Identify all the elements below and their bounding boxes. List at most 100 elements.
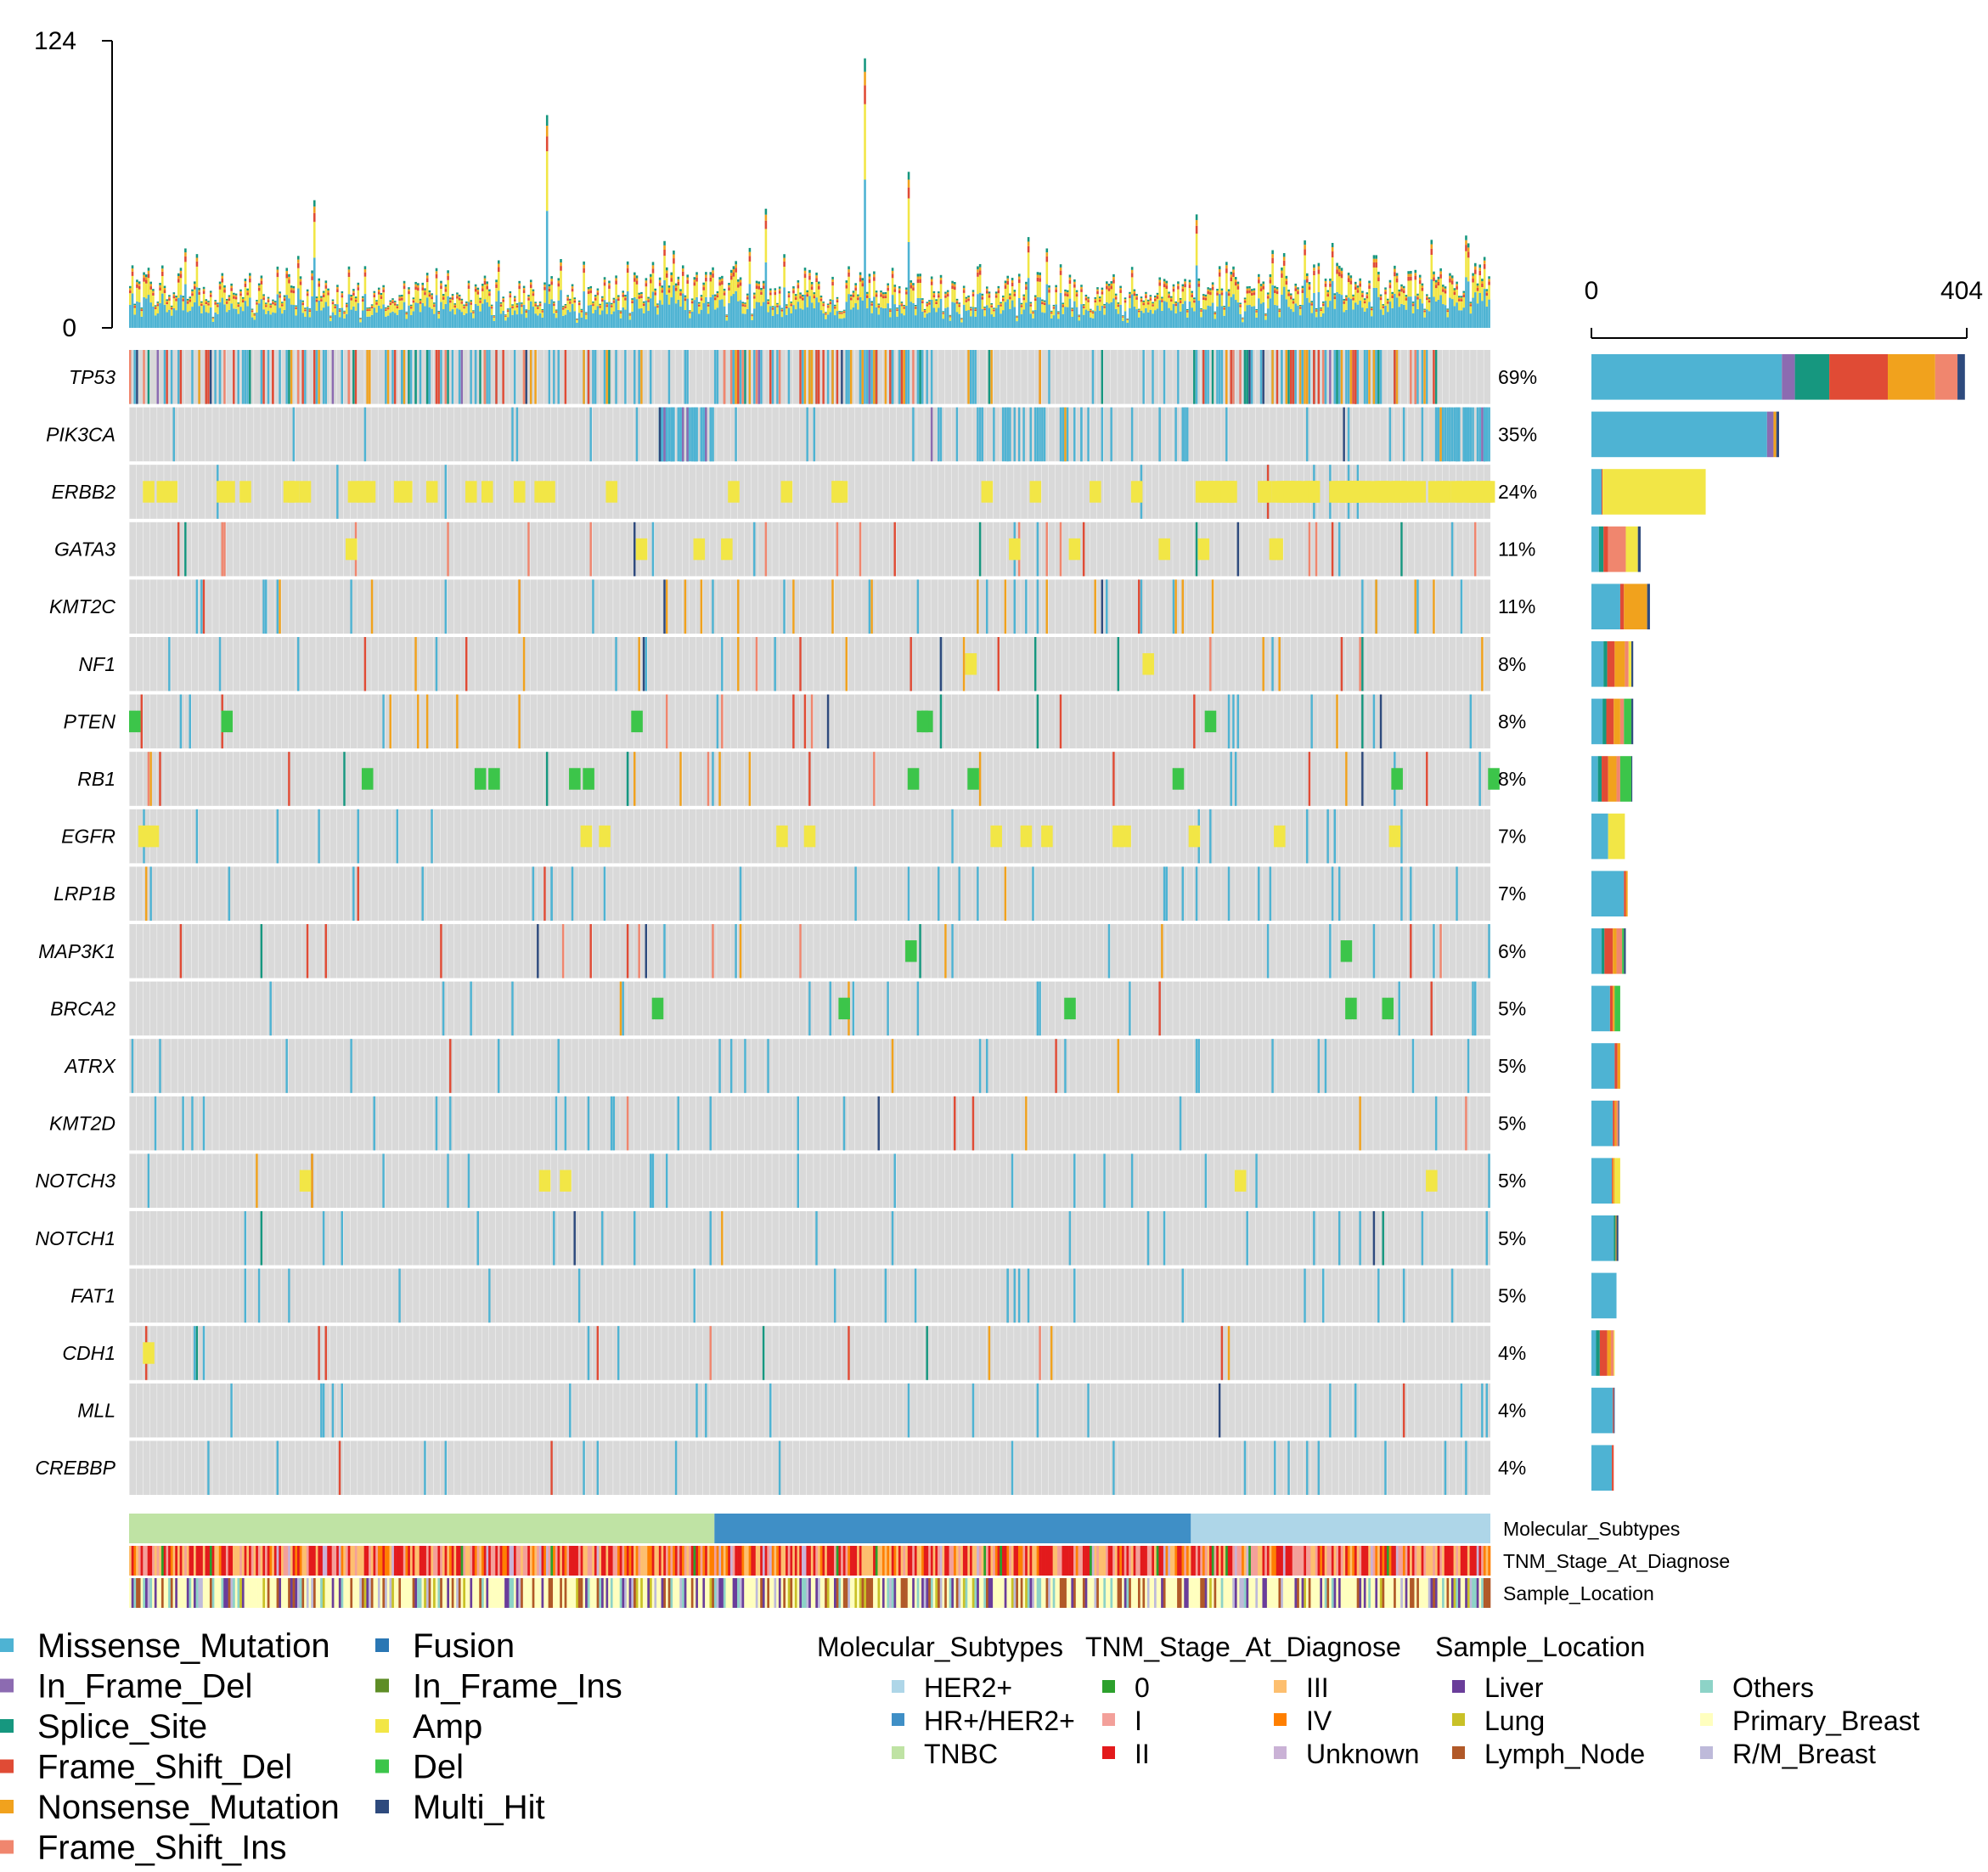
top-bar-segment — [1135, 299, 1138, 310]
top-bar-segment — [757, 302, 761, 328]
top-bar-segment — [654, 288, 656, 291]
top-bar-segment — [971, 291, 975, 294]
top-bar-segment — [1045, 284, 1049, 328]
top-bar-segment — [543, 285, 546, 287]
top-bar-segment — [624, 295, 627, 296]
top-bar-segment — [1285, 278, 1288, 281]
top-bar-segment — [1287, 307, 1290, 328]
top-bar-segment — [1232, 294, 1235, 328]
top-bar-segment — [421, 287, 425, 290]
top-bar-segment — [322, 292, 325, 295]
top-bar-segment — [522, 290, 526, 293]
matrix-column-separator — [488, 522, 489, 577]
top-bar-segment — [1033, 301, 1037, 310]
matrix-column-separator — [149, 407, 151, 462]
top-bar-segment — [764, 208, 768, 215]
matrix-column-separator — [1476, 522, 1478, 577]
top-bar-segment — [366, 308, 369, 310]
top-bar-segment — [143, 296, 145, 328]
top-bar-segment — [875, 290, 878, 293]
matrix-column-separator — [412, 522, 414, 577]
top-bar-segment — [962, 292, 966, 305]
top-bar-segment — [269, 306, 273, 308]
mutation-mark-missense_mutation — [649, 350, 652, 404]
top-bar-segment — [599, 305, 601, 307]
matrix-column-separator — [744, 637, 745, 691]
cnv-mark-amp — [693, 538, 706, 561]
top-bar-segment — [1349, 278, 1353, 281]
top-bar-segment — [1232, 277, 1235, 295]
top-bar-segment — [354, 296, 358, 299]
top-bar-segment — [1398, 307, 1401, 328]
top-bar-segment — [1476, 290, 1479, 304]
top-bar-segment — [1444, 305, 1447, 328]
top-bar-segment — [1096, 289, 1099, 291]
top-bar-segment — [230, 303, 233, 328]
top-bar-segment — [608, 302, 611, 328]
matrix-column-separator — [674, 637, 676, 691]
matrix-column-separator — [1075, 637, 1077, 691]
top-bar-segment — [1258, 279, 1260, 284]
top-bar-segment — [479, 299, 482, 302]
matrix-column-separator — [757, 407, 759, 462]
matrix-column-separator — [971, 522, 973, 577]
top-bar-segment — [1333, 299, 1337, 309]
mutation-mark-frame_shift_del — [205, 350, 207, 404]
matrix-column-separator — [377, 465, 379, 519]
top-bar-segment — [1025, 281, 1028, 285]
matrix-column-separator — [163, 579, 165, 634]
top-bar-segment — [352, 290, 355, 293]
mutation-mark-missense_mutation — [802, 350, 804, 404]
top-bar-segment — [696, 277, 698, 282]
top-bar-segment — [1264, 315, 1267, 320]
top-bar-segment — [380, 292, 383, 295]
top-bar-segment — [960, 322, 963, 328]
matrix-column-separator — [1193, 465, 1194, 519]
top-bar-segment — [1426, 296, 1428, 298]
top-bar-segment — [195, 266, 199, 288]
matrix-column-separator — [896, 694, 897, 749]
top-bar-segment — [1064, 291, 1067, 294]
top-bar-segment — [732, 268, 735, 273]
top-bar-segment — [1465, 240, 1467, 245]
matrix-column-separator — [488, 407, 489, 462]
top-bar-segment — [1041, 302, 1044, 305]
top-bar-segment — [589, 290, 593, 294]
top-bar-segment — [1033, 295, 1037, 297]
matrix-column-separator — [537, 407, 538, 462]
matrix-column-separator — [612, 407, 614, 462]
top-bar-segment — [1410, 276, 1412, 281]
matrix-column-separator — [1414, 407, 1416, 462]
top-bar-segment — [357, 290, 360, 303]
top-bar-segment — [1202, 309, 1205, 328]
top-bar-segment — [389, 302, 392, 306]
top-bar-segment — [412, 299, 415, 301]
top-bar-segment — [596, 306, 600, 328]
matrix-column-separator — [377, 522, 379, 577]
top-bar-segment — [792, 293, 795, 306]
matrix-column-separator — [1234, 579, 1236, 634]
top-bar-segment — [147, 295, 150, 328]
matrix-column-separator — [377, 579, 379, 634]
matrix-column-separator — [184, 350, 185, 404]
mutation-mark-missense_mutation — [696, 407, 698, 462]
cnv-mark-amp — [166, 481, 177, 503]
top-bar-segment — [1375, 267, 1377, 288]
top-bar-segment — [1356, 285, 1360, 288]
top-bar-segment — [152, 295, 155, 307]
mutation-mark-missense_mutation — [1356, 350, 1360, 404]
top-bar-segment — [290, 292, 293, 305]
top-bar-segment — [170, 307, 173, 310]
top-bar-segment — [297, 268, 300, 289]
mutation-mark-splice_site — [1377, 350, 1380, 404]
matrix-column-separator — [1317, 407, 1319, 462]
matrix-column-separator — [757, 465, 759, 519]
top-bar-segment — [1045, 252, 1049, 257]
top-bar-segment — [191, 296, 194, 307]
top-bar-segment — [686, 277, 689, 280]
top-bar-segment — [357, 285, 360, 288]
top-bar-segment — [1382, 307, 1385, 315]
matrix-column-separator — [1324, 465, 1326, 519]
top-bar-segment — [898, 305, 901, 328]
top-bar-segment — [391, 298, 394, 300]
